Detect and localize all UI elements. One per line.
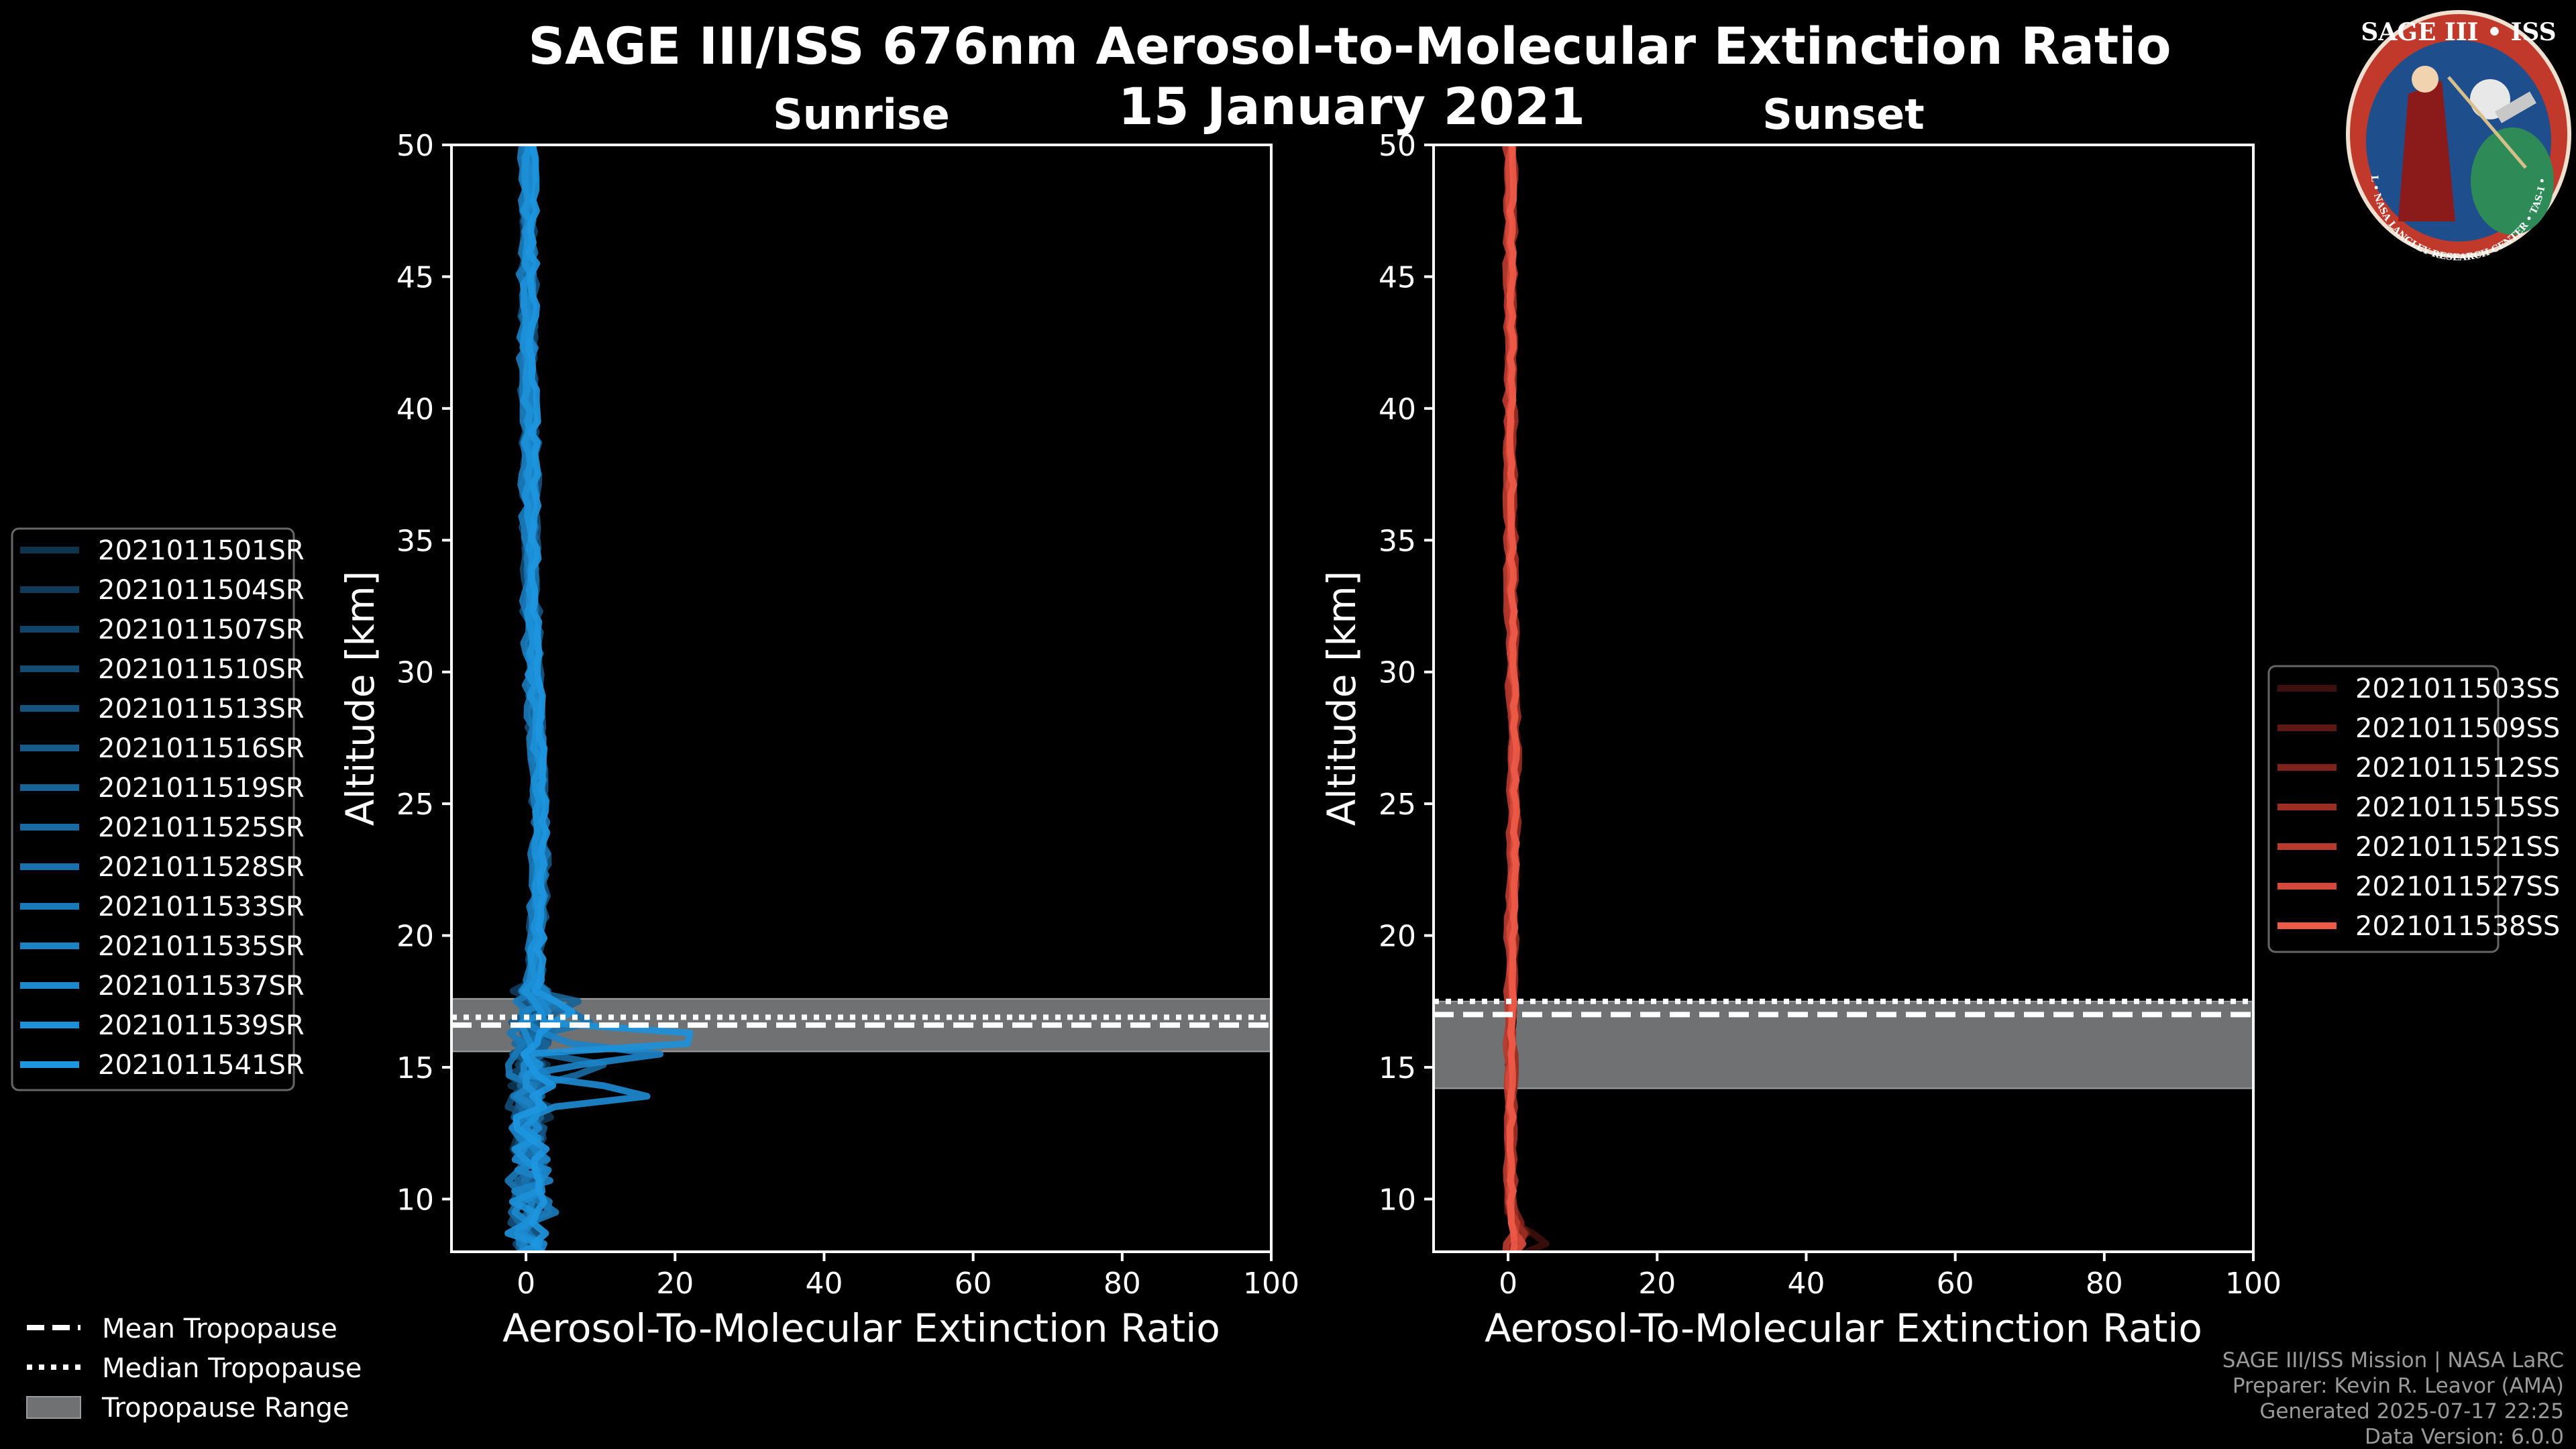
sunrise-y-tick-label: 15	[396, 1051, 434, 1085]
sunset-y-tick-label: 15	[1379, 1051, 1416, 1085]
sunrise-legend-label-2021011513SR: 2021011513SR	[98, 694, 305, 724]
sunrise-y-tick-label: 45	[396, 260, 434, 294]
sunset-y-axis-label: Altitude [km]	[1319, 571, 1364, 826]
sunset-y-tick-label: 50	[1379, 129, 1416, 163]
sunrise-legend-label-2021011501SR: 2021011501SR	[98, 535, 305, 566]
sunrise-legend-label-2021011537SR: 2021011537SR	[98, 971, 305, 1002]
sunrise-legend-label-2021011519SR: 2021011519SR	[98, 773, 305, 804]
sunrise-x-tick-label: 100	[1243, 1267, 1299, 1301]
credit-generated: Generated 2025-07-17 22:25	[2259, 1399, 2564, 1424]
sunset-x-tick-label: 0	[1499, 1267, 1517, 1301]
credit-mission: SAGE III/ISS Mission | NASA LaRC	[2222, 1348, 2564, 1373]
sunrise-x-tick-label: 80	[1104, 1267, 1141, 1301]
sunrise-legend-label-2021011507SR: 2021011507SR	[98, 614, 305, 645]
median-tropopause-label: Median Tropopause	[102, 1353, 362, 1384]
sunrise-y-tick-label: 50	[396, 129, 434, 163]
sunrise-legend-label-2021011504SR: 2021011504SR	[98, 575, 305, 606]
sunset-y-tick-label: 45	[1379, 260, 1416, 294]
sunset-panel: 0 20 40 60 80 100 10 15 20 25 30 35 40 45 50 Aerosol-T…	[1319, 129, 2282, 1351]
sunset-y-tick-label: 25	[1379, 788, 1416, 822]
sunset-legend-label-2021011509SS: 2021011509SS	[2355, 713, 2560, 744]
sunset-legend-label-2021011527SS: 2021011527SS	[2355, 871, 2560, 902]
sunset-x-tick-label: 60	[1937, 1267, 1974, 1301]
profile-line-2021011538SS	[1506, 145, 1520, 1252]
tropopause-range-swatch	[26, 1396, 81, 1419]
sunrise-panel: 0 20 40 60 80 100 10 15 20 25 30 35 40 45 50 Aerosol-T…	[337, 129, 1299, 1351]
sunset-legend-label-2021011538SS: 2021011538SS	[2355, 911, 2560, 942]
credit-data-version: Data Version: 6.0.0	[2365, 1425, 2564, 1449]
sunrise-y-tick-label: 35	[396, 524, 434, 558]
sunrise-legend-label-2021011525SR: 2021011525SR	[98, 812, 305, 843]
sunrise-legend: 2021011501SR 2021011504SR 2021011507SR 2021…	[11, 527, 305, 1091]
sunrise-legend-label-2021011539SR: 2021011539SR	[98, 1010, 305, 1041]
sunrise-x-axis-label: Aerosol-To-Molecular Extinction Ratio	[502, 1305, 1220, 1351]
sunrise-x-tick-label: 60	[955, 1267, 992, 1301]
sunset-plot-frame	[1432, 144, 2255, 1253]
sunset-legend-label-2021011503SS: 2021011503SS	[2355, 674, 2560, 704]
tropopause-range-label: Tropopause Range	[101, 1393, 350, 1424]
sunrise-y-tick-label: 40	[396, 392, 434, 427]
sunrise-y-tick-label: 25	[396, 788, 434, 822]
credit-preparer: Preparer: Kevin R. Leavor (AMA)	[2233, 1374, 2564, 1398]
sunrise-legend-label-2021011535SR: 2021011535SR	[98, 931, 305, 962]
credits: SAGE III/ISS Mission | NASA LaRC Prepare…	[2222, 1348, 2564, 1449]
sunset-y-tick-label: 20	[1379, 920, 1416, 954]
sunset-x-tick-label: 80	[2086, 1267, 2123, 1301]
tropopause-legend: Mean Tropopause Median Tropopause Tropop…	[26, 1313, 362, 1424]
sunrise-panel-title: Sunrise	[773, 90, 950, 139]
sunset-legend: 2021011503SS 2021011509SS 2021011512SS 2021…	[2267, 665, 2560, 953]
sunset-legend-label-2021011515SS: 2021011515SS	[2355, 792, 2560, 823]
sunrise-x-tick-label: 20	[656, 1267, 694, 1301]
sunrise-y-tick-label: 10	[396, 1183, 434, 1217]
sunrise-y-tick-label: 30	[396, 656, 434, 690]
sunrise-x-tick-label: 40	[805, 1267, 843, 1301]
sunset-y-tick-label: 30	[1379, 656, 1416, 690]
sunset-panel-title: Sunset	[1762, 90, 1925, 139]
sunrise-legend-label-2021011510SR: 2021011510SR	[98, 654, 305, 685]
sunset-x-axis-label: Aerosol-To-Molecular Extinction Ratio	[1485, 1305, 2202, 1351]
sunset-y-tick-label: 10	[1379, 1183, 1416, 1217]
sunset-y-tick-label: 40	[1379, 392, 1416, 427]
sunrise-legend-label-2021011541SR: 2021011541SR	[98, 1050, 305, 1081]
chart-title: SAGE III/ISS 676nm Aerosol-to-Molecular …	[528, 16, 2171, 76]
sunset-legend-label-2021011521SS: 2021011521SS	[2355, 832, 2560, 863]
sunrise-legend-label-2021011533SR: 2021011533SR	[98, 892, 305, 922]
sunset-y-tick-label: 35	[1379, 524, 1416, 558]
logo-title: SAGE III • ISS	[2361, 18, 2556, 46]
sunset-legend-label-2021011512SS: 2021011512SS	[2355, 753, 2560, 784]
sunrise-legend-label-2021011516SR: 2021011516SR	[98, 733, 305, 764]
chart-subtitle: 15 January 2021	[1118, 76, 1585, 136]
sunset-x-tick-label: 20	[1638, 1267, 1676, 1301]
sunset-x-tick-label: 100	[2225, 1267, 2282, 1301]
sunrise-plot-frame	[450, 144, 1273, 1253]
sunrise-y-tick-label: 20	[396, 920, 434, 954]
sunrise-legend-label-2021011528SR: 2021011528SR	[98, 852, 305, 883]
mean-tropopause-label: Mean Tropopause	[102, 1313, 337, 1344]
profile-line-2021011541SR	[513, 145, 576, 1252]
sunset-x-tick-label: 40	[1787, 1267, 1825, 1301]
sunrise-y-axis-label: Altitude [km]	[337, 571, 383, 826]
sunrise-x-tick-label: 0	[517, 1267, 535, 1301]
